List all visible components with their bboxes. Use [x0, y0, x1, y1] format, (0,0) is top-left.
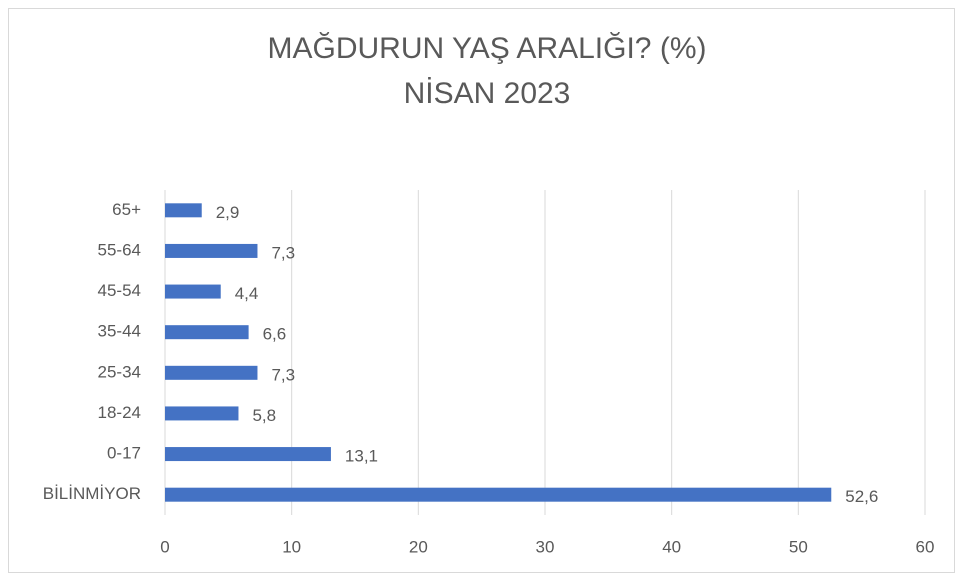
data-label: 7,3 — [271, 365, 295, 384]
y-tick-label: 35-44 — [98, 322, 141, 341]
x-tick-label: 30 — [536, 537, 555, 556]
bar — [165, 284, 221, 299]
chart-title: NİSAN 2023 — [404, 77, 571, 110]
data-label: 6,6 — [263, 325, 287, 344]
bar — [165, 447, 331, 462]
x-tick-label: 20 — [409, 537, 428, 556]
y-tick-label: 25-34 — [98, 362, 141, 381]
data-label: 5,8 — [252, 406, 276, 425]
x-tick-label: 0 — [160, 537, 169, 556]
y-tick-label: 18-24 — [98, 403, 141, 422]
data-label: 2,9 — [216, 203, 240, 222]
bar — [165, 406, 239, 421]
data-label: 13,1 — [345, 447, 378, 466]
x-tick-label: 40 — [662, 537, 681, 556]
y-tick-label: 65+ — [112, 200, 141, 219]
bar — [165, 243, 258, 258]
x-tick-label: 50 — [789, 537, 808, 556]
bar — [165, 203, 202, 218]
y-tick-label: 45-54 — [98, 281, 141, 300]
data-label: 52,6 — [845, 487, 878, 506]
y-tick-label: 55-64 — [98, 240, 141, 259]
bar — [165, 487, 832, 502]
y-tick-label: 0-17 — [107, 444, 141, 463]
chart-title: MAĞDURUN YAŞ ARALIĞI? (%) — [268, 32, 707, 65]
x-tick-label: 10 — [282, 537, 301, 556]
data-label: 7,3 — [271, 243, 295, 262]
y-tick-label: BİLİNMİYOR — [43, 484, 141, 503]
bar — [165, 325, 249, 340]
data-label: 4,4 — [235, 284, 259, 303]
x-tick-label: 60 — [916, 537, 935, 556]
bar — [165, 365, 258, 380]
